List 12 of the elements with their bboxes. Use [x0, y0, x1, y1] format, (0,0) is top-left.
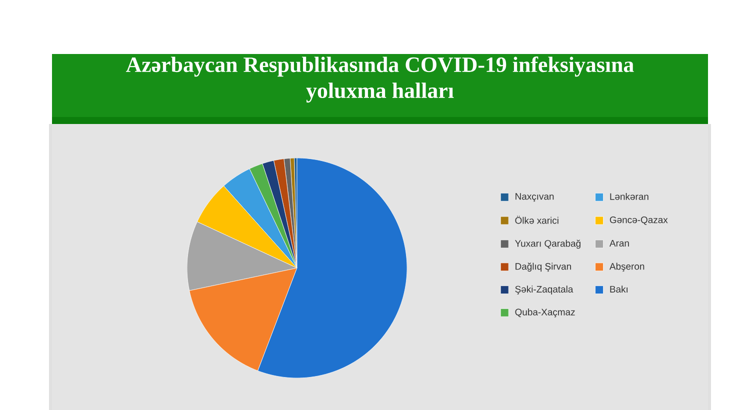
- legend-label: Gəncə-Qazax: [610, 216, 668, 225]
- chart-title: Azərbaycan Respublikasında COVID-19 infeksiyasına yoluxma halları: [126, 56, 634, 103]
- legend-label: Abşeron: [609, 262, 644, 272]
- legend-label: Ölkə xarici: [515, 216, 558, 224]
- legend-label: Yuxarı Qarabağ: [514, 240, 580, 249]
- legend-label: Dağlıq Şirvan: [516, 262, 571, 272]
- legend-label: Quba-Xaçmaz: [515, 308, 575, 318]
- legend-label: Bakı: [610, 286, 628, 293]
- legend-label: Aran: [609, 240, 629, 247]
- legend-label: Şəki-Zaqatala: [515, 286, 574, 294]
- legend-label: Naxçıvan: [516, 193, 554, 202]
- legend-label: Lənkəran: [610, 192, 648, 200]
